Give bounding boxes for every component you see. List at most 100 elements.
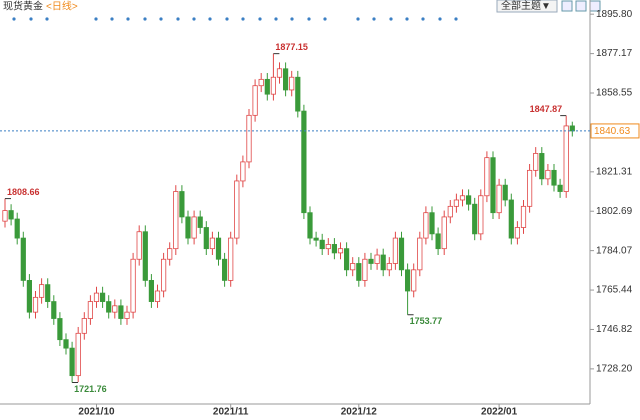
event-dot [241, 17, 245, 21]
candle-body [282, 68, 289, 91]
candle-body [441, 216, 447, 250]
x-tick-label: 2021/10 [78, 407, 115, 418]
annotation: 1721.76 [74, 384, 107, 394]
candle-body [209, 237, 215, 250]
candle-body [404, 269, 411, 292]
candle-body [411, 269, 417, 292]
x-tick-label: 2022/01 [481, 407, 518, 418]
candle-body [569, 125, 575, 132]
candle-body [203, 227, 209, 250]
candle-body [435, 233, 441, 250]
candle-body [295, 76, 301, 112]
candle-body [124, 311, 130, 319]
candle-body [343, 248, 350, 271]
candle-body [496, 184, 502, 214]
candle-body [520, 205, 527, 228]
y-tick-label: 1858.55 [596, 88, 633, 99]
candle-body [289, 76, 295, 91]
candle-body [270, 76, 277, 95]
candle-body [179, 191, 185, 218]
candle-body [478, 195, 484, 235]
candle-body [350, 263, 356, 271]
event-dot [323, 17, 327, 21]
candle-body [69, 347, 75, 377]
candle-body [380, 254, 386, 271]
annotation: 1753.77 [410, 316, 443, 326]
event-dot [274, 17, 278, 21]
candle-body [148, 280, 154, 302]
x-tick-label: 2021/11 [213, 407, 249, 418]
candle-body [331, 244, 338, 254]
candle-body [545, 169, 551, 180]
candle-body [490, 157, 496, 214]
candle-body [63, 339, 69, 349]
candle-body [472, 203, 478, 235]
event-dot [421, 17, 425, 21]
candle-body [252, 85, 258, 116]
event-dot [159, 17, 163, 21]
event-dot [307, 17, 311, 21]
candle-body [362, 258, 368, 281]
candle-body [173, 191, 179, 250]
icon-button[interactable] [561, 0, 573, 12]
candle-body [112, 305, 118, 313]
last-price-box [590, 123, 640, 139]
candle-body [356, 263, 362, 281]
event-dot [143, 17, 147, 21]
candle-body [484, 157, 490, 197]
candle-body [14, 218, 20, 239]
y-tick-label: 1784.07 [596, 245, 633, 256]
candle-body [337, 248, 344, 254]
candle-body [100, 292, 106, 302]
event-dot [356, 17, 360, 21]
candle-body [20, 237, 26, 281]
candle-body [45, 284, 51, 302]
candle-body [57, 318, 63, 341]
event-dot [29, 17, 33, 21]
event-dot [372, 17, 376, 21]
candle-body [142, 231, 148, 281]
event-dot [438, 17, 442, 21]
y-tick-label: 1802.69 [596, 206, 633, 217]
theme-button-label[interactable]: 全部主题▼ [501, 0, 551, 12]
candle-body [276, 68, 283, 78]
candle-body [167, 248, 173, 260]
annotation: 1808.66 [7, 187, 40, 197]
candle-body [551, 169, 557, 186]
event-dot [94, 17, 98, 21]
candle-body [2, 210, 8, 222]
icon-button[interactable] [575, 0, 587, 12]
event-dot [176, 17, 180, 21]
candle-body [26, 280, 33, 313]
candle-body [87, 301, 93, 319]
candle-body [527, 169, 533, 207]
candle-body [51, 301, 57, 319]
candle-body [160, 258, 167, 292]
candle-body [240, 161, 246, 182]
theme-button[interactable] [496, 0, 558, 13]
candle-body [39, 284, 45, 298]
candle-body [8, 210, 14, 220]
event-dot [12, 17, 16, 21]
candle-body [453, 199, 460, 207]
event-dot [126, 17, 130, 21]
event-dot [454, 17, 458, 21]
y-tick-label: 1765.44 [596, 285, 633, 296]
candle-body [502, 184, 508, 201]
candle-body [185, 216, 191, 239]
candle-body [106, 301, 112, 313]
candle-body [447, 205, 453, 218]
x-tick-label: 2021/12 [341, 407, 378, 418]
candle-body [533, 153, 539, 171]
event-dot [192, 17, 196, 21]
candle-body [563, 125, 569, 192]
candle-body [319, 239, 325, 250]
candle-body [136, 231, 142, 260]
candle-body [234, 180, 240, 239]
y-tick-label: 1728.20 [596, 364, 633, 375]
candle-body [221, 258, 228, 281]
chart-subtitle: <日线> [46, 0, 78, 13]
candle-body [197, 216, 203, 228]
